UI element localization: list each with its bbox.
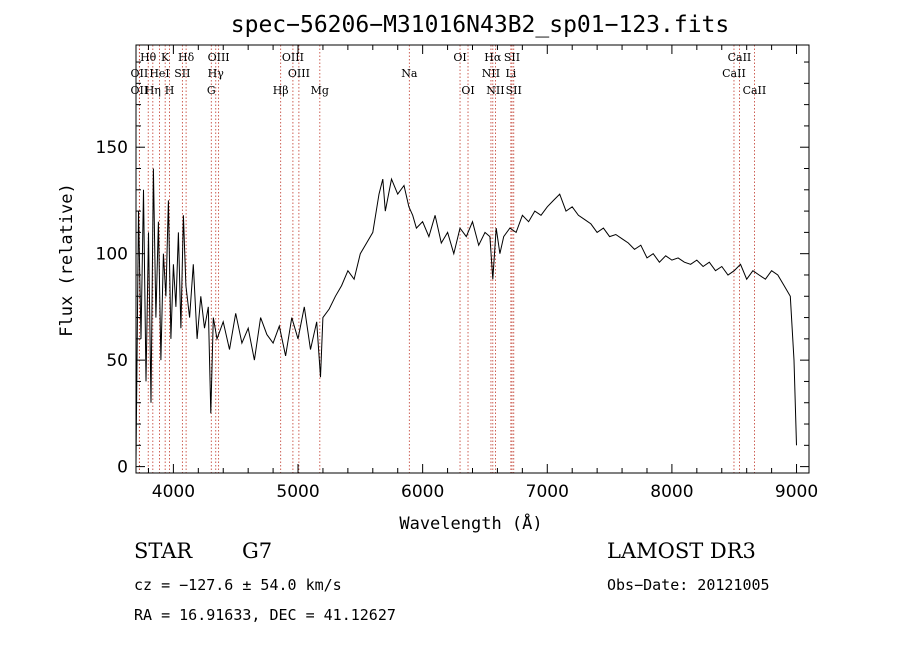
spectral-line-label: Hθ — [140, 51, 157, 64]
spectrum-series-line — [135, 168, 797, 463]
object-class: STAR — [134, 539, 193, 563]
y-axis-ticks: 0 50 100 150 — [96, 61, 809, 478]
y-tick-label: 100 — [96, 245, 128, 265]
spectral-line-label: OIII — [282, 51, 304, 64]
spectral-line-label: OIII — [288, 67, 310, 80]
spectral-line-label: HeI — [149, 67, 169, 80]
spectral-line-labels: Hθ OII OII K HeI Hη SII H Hδ OIII Hγ G OIII OIII Hβ Mg N… — [131, 51, 767, 97]
spectral-line-label: CaII — [743, 84, 767, 97]
y-tick-label: 0 — [117, 458, 128, 478]
spectral-line-label: Hδ — [178, 51, 195, 64]
spectral-line-label: Mg — [311, 84, 329, 97]
spectral-line-label: H — [165, 84, 175, 97]
chart-title: spec−56206−M31016N43B2_sp01−123.fits — [231, 12, 730, 38]
sky-coordinates: RA = 16.91633, DEC = 41.12627 — [134, 606, 396, 624]
spectral-line-label: Hβ — [273, 84, 289, 97]
spectral-line-label: NII — [486, 84, 504, 97]
x-axis-label: Wavelength (Å) — [399, 512, 542, 534]
spectral-line-label: K — [161, 51, 170, 64]
x-tick-label: 4000 — [152, 482, 195, 502]
spectral-line-label: G — [207, 84, 216, 97]
spectral-line-label: OI — [453, 51, 466, 64]
spectral-line-label: OIII — [208, 51, 230, 64]
spectral-line-label: Hη — [145, 84, 161, 97]
spectral-line-label: Na — [401, 67, 418, 80]
spectral-line-label: CaII — [722, 67, 746, 80]
spectral-line-label: Hγ — [208, 67, 225, 80]
y-axis-label: Flux (relative) — [57, 183, 77, 337]
x-tick-label: 9000 — [775, 482, 818, 502]
y-tick-label: 150 — [96, 138, 128, 158]
x-axis-ticks: 4000 5000 6000 7000 8000 9000 — [147, 45, 818, 502]
spectral-line-label: OII — [131, 84, 149, 97]
spectral-line-label: CaII — [728, 51, 752, 64]
velocity-readout: cz = −127.6 ± 54.0 km/s — [134, 576, 342, 594]
spectral-line-label: SII — [174, 67, 190, 80]
x-tick-label: 7000 — [526, 482, 569, 502]
x-tick-label: 5000 — [276, 482, 319, 502]
x-tick-label: 6000 — [401, 482, 444, 502]
spectral-line-label: Hα — [484, 51, 502, 64]
object-subclass: G7 — [242, 539, 272, 563]
spectral-line-label: NII — [482, 67, 500, 80]
spectral-line-label: SII — [506, 84, 522, 97]
spectral-line-label: Li — [505, 67, 516, 80]
spectral-line-label: OII — [131, 67, 149, 80]
x-tick-label: 8000 — [650, 482, 693, 502]
spectral-line-label: SII — [504, 51, 520, 64]
observation-date: Obs−Date: 20121005 — [607, 576, 770, 594]
survey-name: LAMOST DR3 — [607, 539, 756, 563]
plot-frame — [135, 44, 810, 474]
y-tick-label: 50 — [106, 351, 128, 371]
spectral-line-label: OI — [461, 84, 474, 97]
